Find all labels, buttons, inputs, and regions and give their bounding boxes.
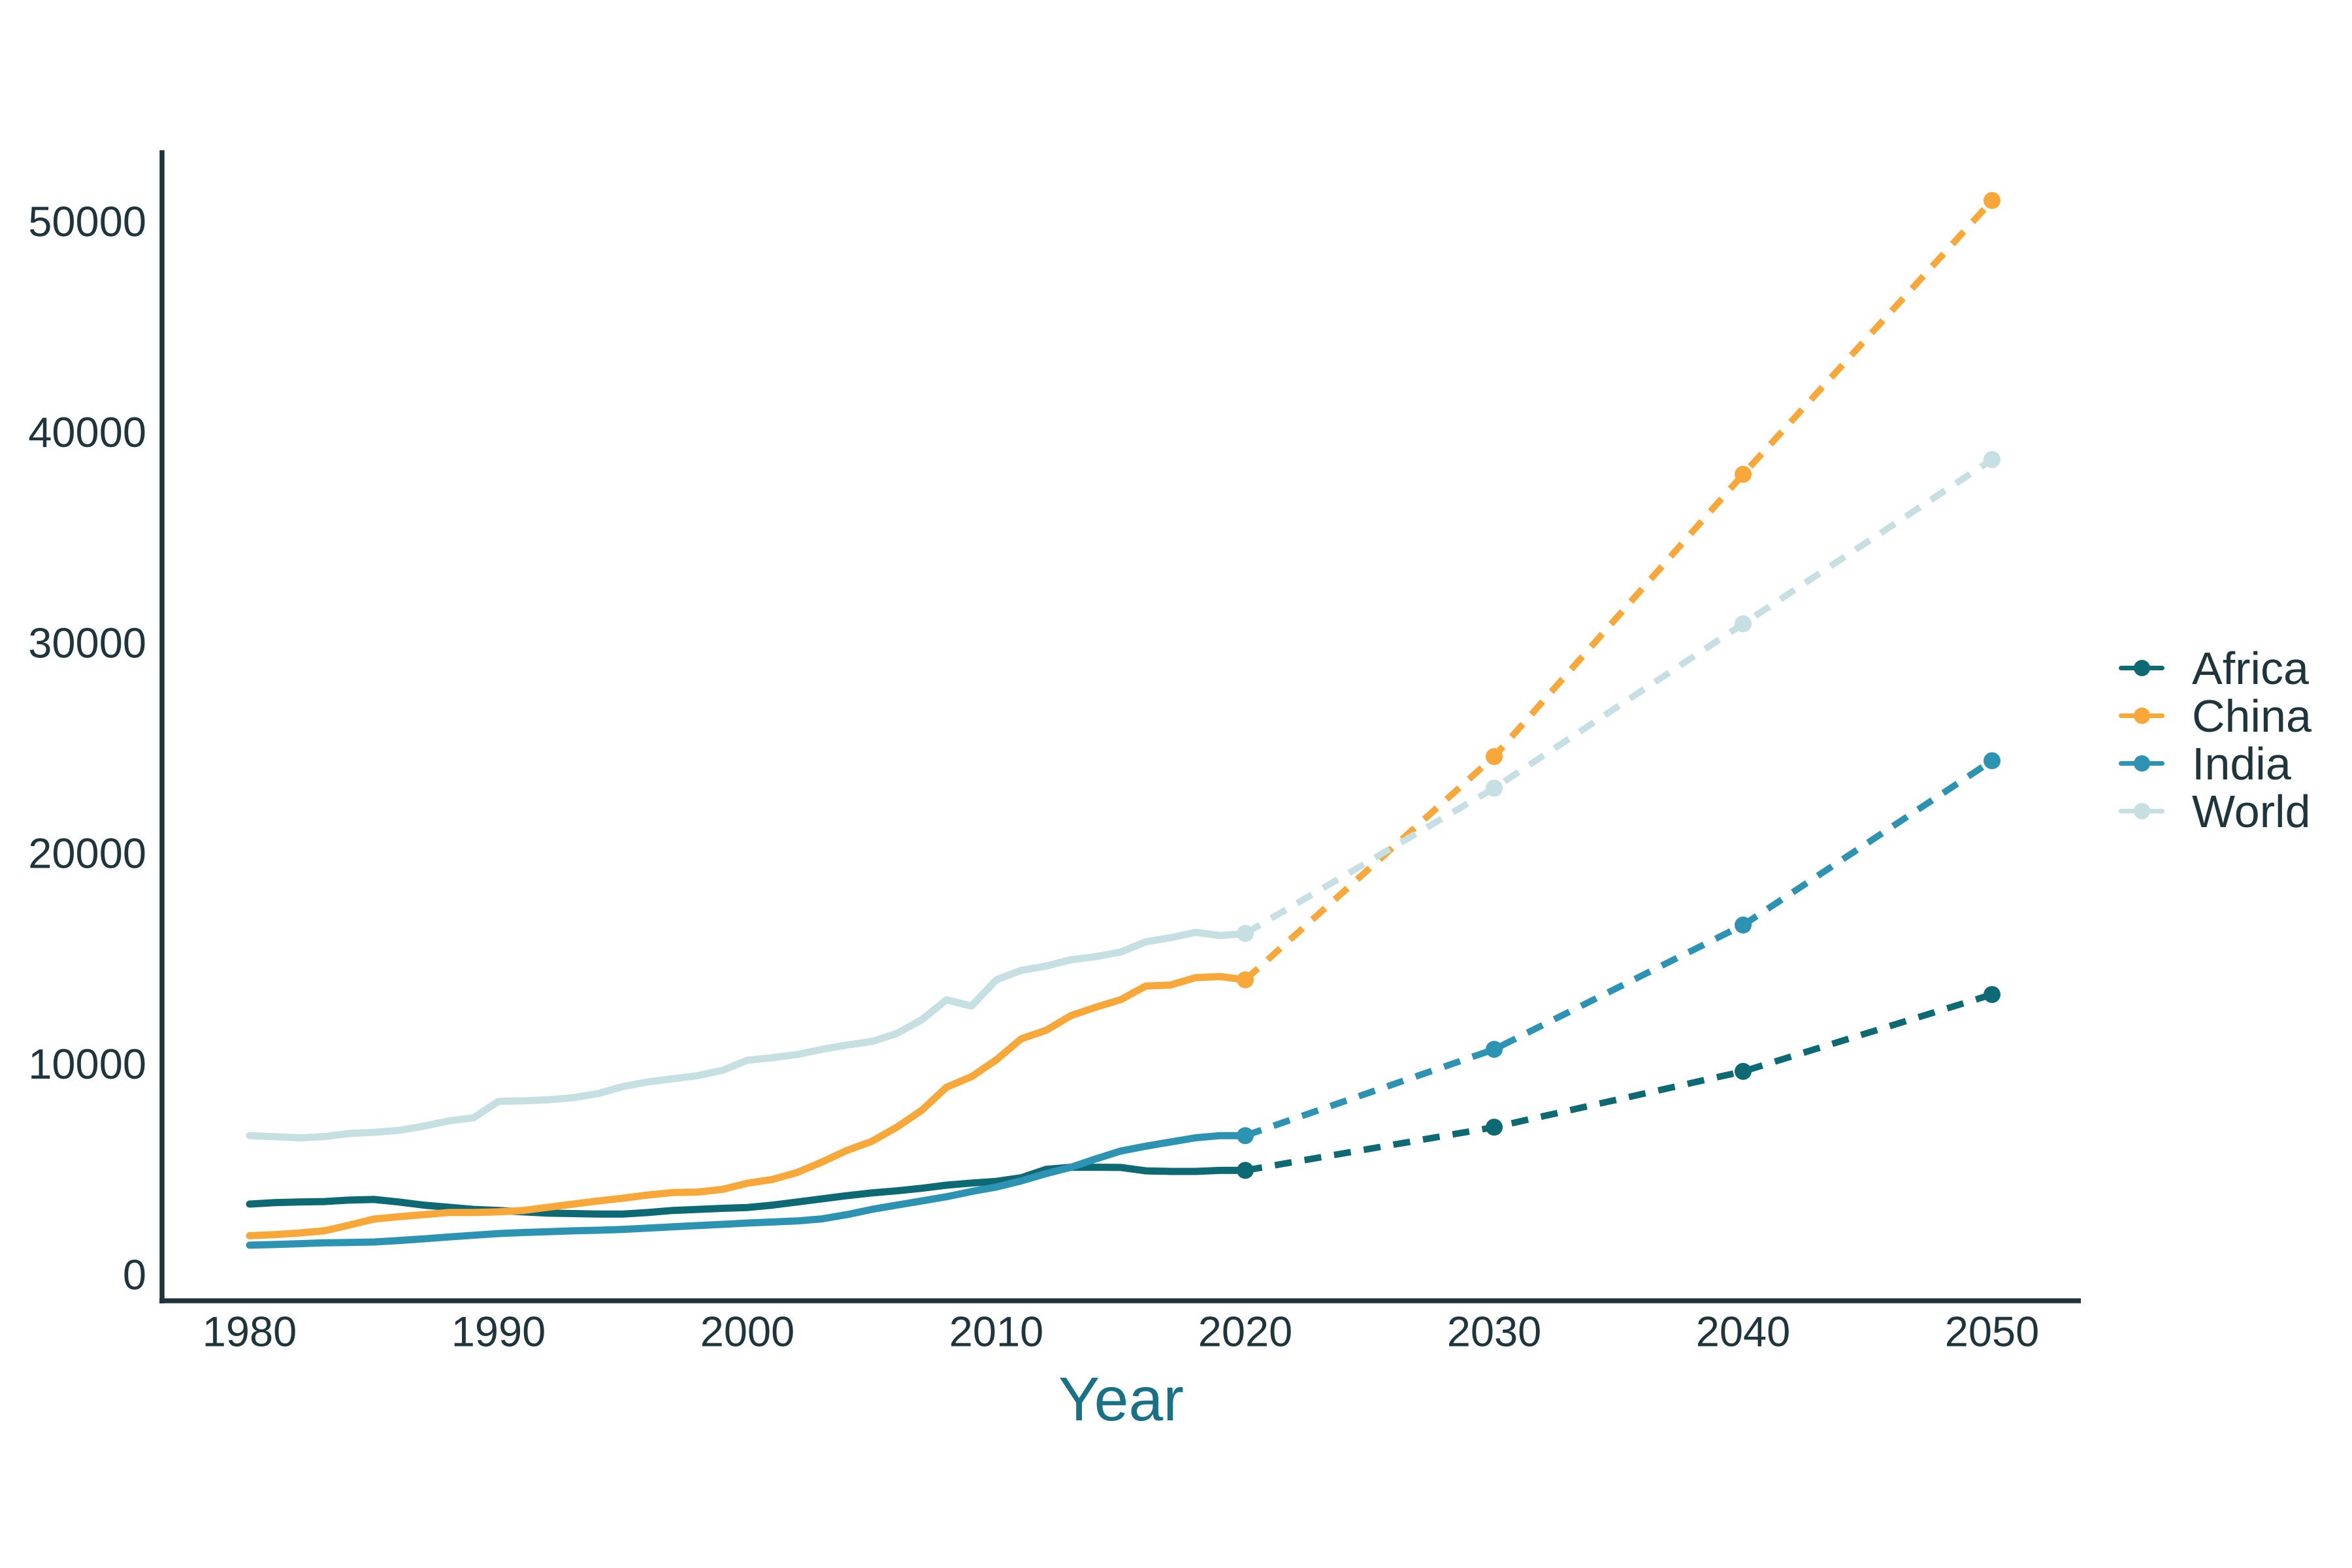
- africa-projection-marker: [1486, 1119, 1503, 1136]
- india-projection-marker: [1984, 752, 2001, 770]
- world-projection-marker: [1237, 924, 1254, 942]
- y-tick-label: 30000: [28, 619, 146, 666]
- legend-item-africa: Africa: [2119, 644, 2311, 692]
- legend-label-africa: Africa: [2192, 642, 2309, 694]
- x-tick-label: 1980: [203, 1308, 297, 1356]
- y-tick-label: 20000: [28, 830, 146, 877]
- x-tick-label: 2050: [1945, 1308, 2040, 1356]
- y-tick-label: 40000: [28, 408, 146, 456]
- africa-projection-marker: [1237, 1162, 1254, 1179]
- china-projection-marker: [1984, 191, 2001, 209]
- china-historical-line: [246, 973, 1249, 1239]
- world-projection-marker: [1486, 779, 1503, 797]
- x-tick-label: 1990: [451, 1308, 546, 1356]
- china-line-marker-icon: [2119, 708, 2164, 724]
- india-line-marker-icon: [2119, 755, 2164, 772]
- world-projection-line: [1243, 457, 1994, 937]
- africa-line-marker-icon: [2119, 660, 2164, 676]
- india-historical-line: [246, 1132, 1249, 1249]
- y-tick-label: 0: [123, 1251, 146, 1299]
- x-tick-label: 2030: [1447, 1308, 1542, 1356]
- india-projection-line: [1244, 758, 1994, 1139]
- x-tick-label: 2040: [1696, 1308, 1791, 1356]
- legend-item-world: World: [2119, 787, 2311, 835]
- legend-item-india: India: [2119, 740, 2311, 787]
- china-projection-marker: [1735, 466, 1752, 483]
- china-projection-marker: [1237, 971, 1254, 988]
- world-projection-marker: [1984, 451, 2001, 468]
- legend-label-china: China: [2192, 690, 2311, 742]
- legend-label-india: India: [2192, 738, 2291, 789]
- x-tick-label: 2020: [1198, 1308, 1293, 1356]
- x-tick-label: 2010: [949, 1308, 1044, 1356]
- x-axis-title: Year: [1058, 1365, 1184, 1434]
- y-tick-label: 50000: [28, 198, 146, 246]
- y-tick-label: 10000: [28, 1040, 146, 1088]
- legend-label-world: World: [2192, 785, 2311, 837]
- x-tick-label: 2000: [700, 1308, 795, 1356]
- china-projection-line: [1243, 198, 1995, 983]
- world-historical-line: [246, 928, 1249, 1141]
- china-projection-marker: [1486, 748, 1503, 765]
- india-projection-marker: [1237, 1127, 1254, 1145]
- india-projection-marker: [1486, 1041, 1503, 1058]
- africa-projection-marker: [1735, 1062, 1752, 1080]
- legend: Africa China India World: [2119, 644, 2311, 835]
- africa-projection-marker: [1984, 986, 2001, 1004]
- world-projection-marker: [1735, 615, 1752, 632]
- world-line-marker-icon: [2119, 803, 2164, 819]
- africa-historical-line: [246, 1164, 1249, 1218]
- india-projection-marker: [1735, 916, 1752, 934]
- legend-item-china: China: [2119, 692, 2311, 740]
- africa-projection-line: [1245, 991, 1993, 1174]
